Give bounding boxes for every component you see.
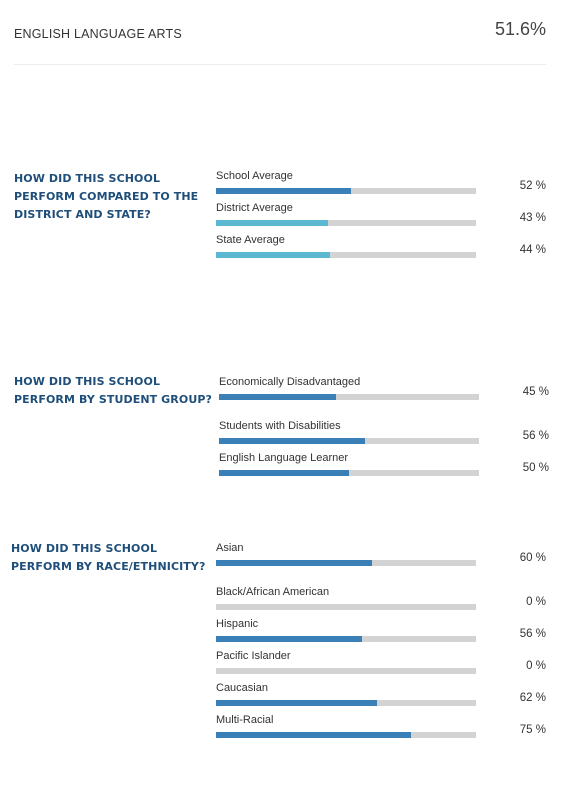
bar-label: Pacific Islander — [216, 650, 291, 662]
bar-label: English Language Learner — [219, 452, 349, 464]
section-student-group-question: HOW DID THIS SCHOOL PERFORM BY STUDENT G… — [14, 375, 213, 406]
bar-fill — [216, 188, 351, 194]
bar-track — [216, 220, 476, 226]
bar-track — [216, 668, 476, 674]
bar-track — [219, 470, 479, 476]
bar-fill — [216, 700, 377, 706]
bar-value-label: 50 % — [522, 462, 549, 474]
bar-row: Economically Disadvantaged 45 % — [219, 376, 549, 408]
section-race-ethnicity-question: HOW DID THIS SCHOOL PERFORM BY RACE/ETHN… — [11, 542, 206, 573]
bar-fill — [219, 438, 365, 444]
bar-track — [219, 394, 479, 400]
bar-row: English Language Learner 50 % — [219, 452, 549, 484]
bar-row: Asian 60 % — [216, 542, 546, 574]
bar-fill — [216, 252, 330, 258]
bar-track — [216, 700, 476, 706]
bar-track — [219, 438, 479, 444]
bar-row: Hispanic 56 % — [216, 618, 546, 650]
bar-value-label: 56 % — [522, 430, 549, 442]
header-divider — [14, 64, 546, 65]
bar-label: District Average — [216, 202, 293, 214]
bar-fill — [216, 636, 362, 642]
bar-fill — [219, 394, 336, 400]
bar-label: Black/African American — [216, 586, 330, 598]
bar-row: Pacific Islander 0 % — [216, 650, 546, 682]
section-district-state-question: HOW DID THIS SCHOOL PERFORM COMPARED TO … — [14, 172, 199, 221]
bar-value-label: 52 % — [519, 180, 546, 192]
bar-row: Black/African American 0 % — [216, 586, 546, 618]
bar-row: Multi-Racial 75 % — [216, 714, 546, 746]
bar-value-label: 0 % — [526, 596, 546, 608]
bar-row: Caucasian 62 % — [216, 682, 546, 714]
bar-label: Multi-Racial — [216, 714, 274, 726]
bar-value-label: 0 % — [526, 660, 546, 672]
bar-row: School Average 52 % — [216, 170, 546, 202]
bar-value-label: 60 % — [519, 552, 546, 564]
bar-track — [216, 188, 476, 194]
bar-fill — [216, 732, 411, 738]
bar-value-label: 44 % — [519, 244, 546, 256]
bar-label: Hispanic — [216, 618, 259, 630]
bar-label: State Average — [216, 234, 285, 246]
bar-row: District Average 43 % — [216, 202, 546, 234]
bar-track — [216, 732, 476, 738]
bar-value-label: 56 % — [519, 628, 546, 640]
bar-value-label: 45 % — [522, 386, 549, 398]
header-title: ENGLISH LANGUAGE ARTS — [14, 27, 182, 41]
bar-value-label: 43 % — [519, 212, 546, 224]
bar-row: Students with Disabilities 56 % — [219, 420, 549, 452]
bar-label: Economically Disadvantaged — [219, 376, 361, 388]
bar-track — [216, 560, 476, 566]
bar-label: School Average — [216, 170, 293, 182]
bar-label: Caucasian — [216, 682, 268, 694]
bar-value-label: 62 % — [519, 692, 546, 704]
bar-fill — [216, 560, 372, 566]
bar-track — [216, 636, 476, 642]
header-score: 51.6% — [494, 19, 546, 39]
bar-track — [216, 252, 476, 258]
bar-label: Asian — [216, 542, 244, 554]
bar-fill — [216, 220, 328, 226]
bar-label: Students with Disabilities — [219, 420, 341, 432]
bar-track — [216, 604, 476, 610]
bar-value-label: 75 % — [519, 724, 546, 736]
bar-row: State Average 44 % — [216, 234, 546, 266]
bar-fill — [219, 470, 349, 476]
